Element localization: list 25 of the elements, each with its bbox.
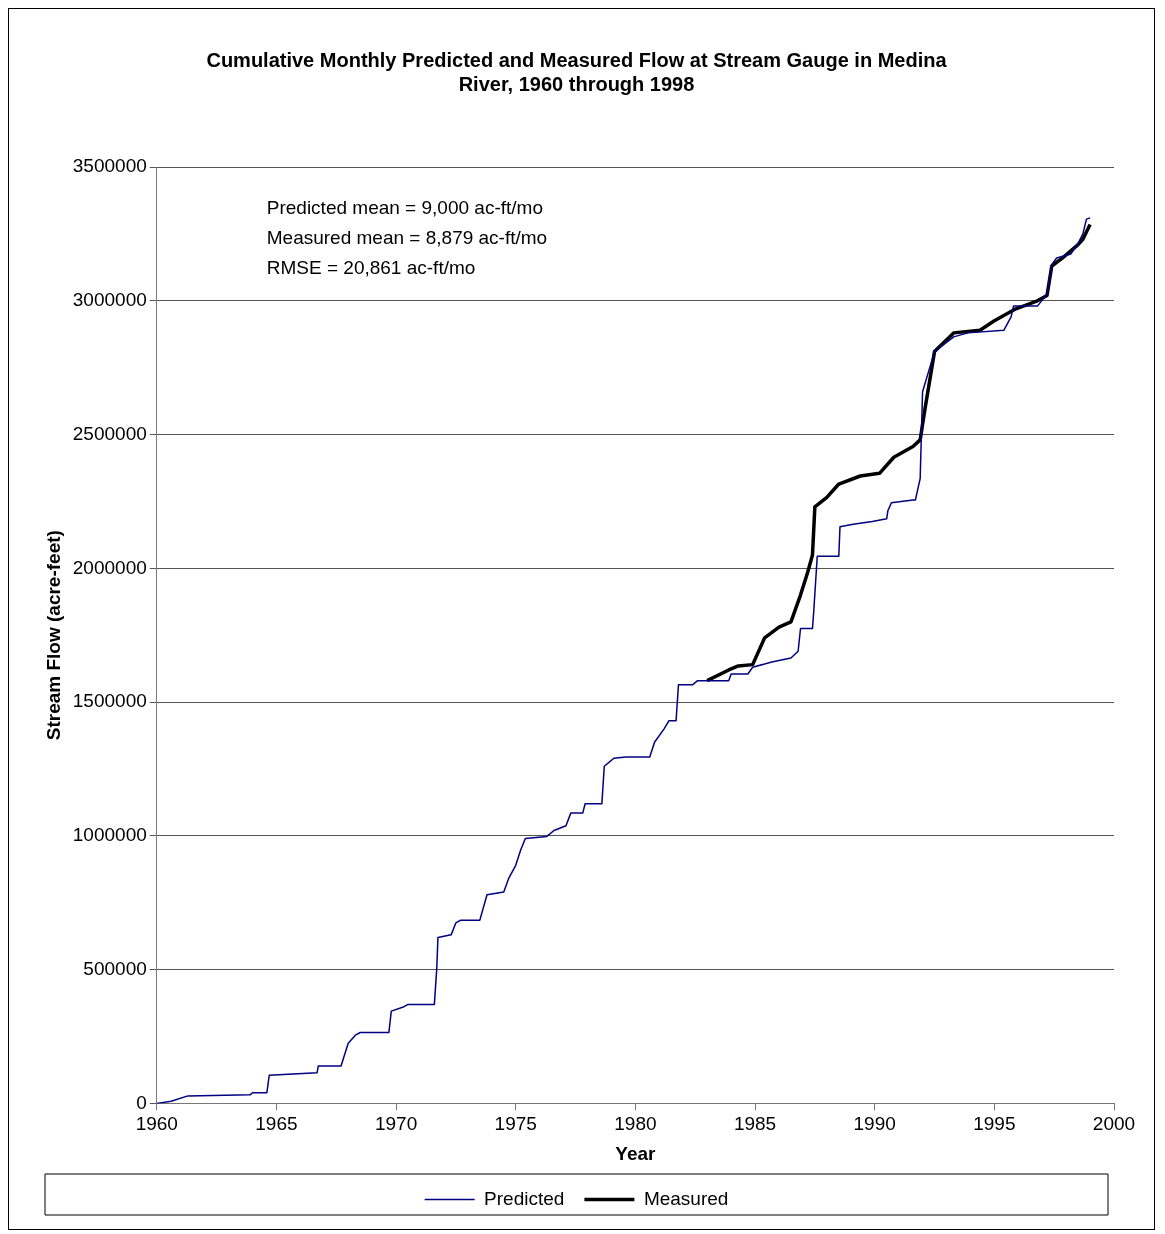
x-axis-title: Year (615, 1142, 657, 1164)
y-tick-label: 2000000 (72, 556, 147, 578)
y-tick-label: 3000000 (72, 289, 147, 311)
legend-label: Predicted (484, 1187, 565, 1209)
annotation: RMSE = 20,861 ac-ft/mo (266, 256, 476, 278)
x-tick-label: 1995 (973, 1113, 1016, 1135)
x-tick-label: 1975 (494, 1113, 537, 1135)
y-tick-label: 1000000 (72, 824, 147, 846)
x-tick-label: 1960 (135, 1113, 178, 1135)
x-tick-label: 1990 (853, 1113, 896, 1135)
annotation: Predicted mean = 9,000 ac-ft/mo (266, 196, 543, 218)
y-tick-label: 3500000 (72, 155, 147, 177)
x-tick-label: 1980 (614, 1113, 657, 1135)
chart-title: Cumulative Monthly Predicted and Measured Flow at Stream Gauge in Medina River, 1960 through 1998 (206, 48, 948, 95)
y-tick-label: 2500000 (72, 422, 147, 444)
y-tick-label: 1500000 (72, 690, 147, 712)
y-axis-title: Stream Flow (acre-feet) (42, 530, 64, 741)
y-tick-label: 0 (136, 1091, 147, 1113)
x-tick-label: 2000 (1092, 1113, 1136, 1135)
x-tick-label: 1985 (733, 1113, 777, 1135)
x-tick-label: 1965 (255, 1113, 298, 1135)
annotation: Measured mean = 8,879 ac-ft/mo (266, 226, 548, 248)
y-tick-label: 500000 (83, 957, 147, 979)
legend-label: Measured (643, 1187, 729, 1209)
x-tick-label: 1970 (374, 1113, 418, 1135)
